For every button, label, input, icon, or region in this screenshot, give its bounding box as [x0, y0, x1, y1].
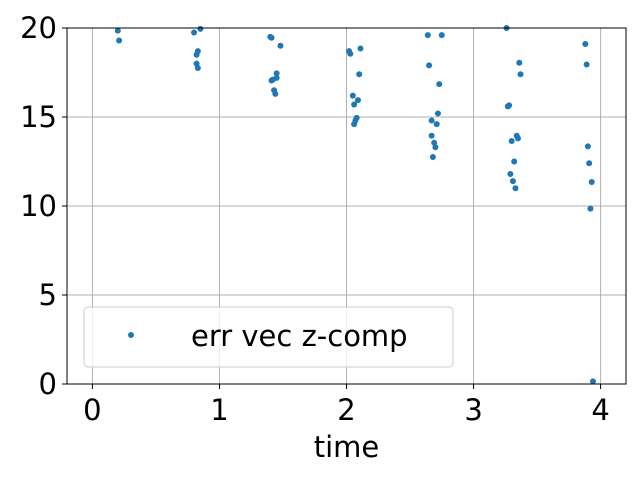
- data-point: [583, 61, 590, 68]
- x-tick-label: 4: [591, 393, 609, 427]
- data-point: [357, 45, 364, 52]
- x-tick-label: 1: [210, 393, 228, 427]
- data-point: [426, 62, 433, 69]
- x-tick-label: 3: [464, 393, 482, 427]
- tick-marks: [62, 27, 602, 389]
- data-point: [194, 48, 201, 55]
- legend-marker: [128, 332, 134, 338]
- legend-box: [83, 306, 454, 368]
- data-point: [197, 25, 204, 32]
- data-point: [509, 178, 516, 185]
- data-point: [517, 71, 524, 78]
- y-tick-label: 5: [39, 278, 57, 312]
- data-point: [424, 32, 431, 39]
- data-point: [507, 170, 514, 177]
- data-point: [356, 71, 363, 78]
- data-point: [434, 110, 441, 117]
- data-point: [433, 121, 440, 128]
- data-point: [511, 158, 518, 165]
- legend-label: err vec z-comp: [191, 319, 408, 353]
- y-tick-label: 10: [20, 189, 57, 223]
- data-point: [428, 117, 435, 124]
- y-tick-labels: 0 5 10 15 20: [20, 11, 57, 401]
- data-point: [273, 74, 280, 81]
- data-point: [588, 178, 595, 185]
- data-point: [584, 143, 591, 150]
- y-tick-label: 0: [39, 367, 57, 401]
- data-point: [191, 29, 198, 36]
- x-tick-label: 2: [337, 393, 355, 427]
- data-point: [353, 114, 360, 121]
- data-point: [116, 37, 123, 44]
- data-point: [428, 132, 435, 139]
- data-point: [587, 205, 594, 212]
- data-point: [516, 59, 523, 66]
- data-point: [347, 50, 354, 57]
- data-point: [272, 90, 279, 97]
- data-point: [429, 154, 436, 161]
- data-point: [114, 27, 121, 34]
- data-point: [515, 135, 522, 142]
- data-point: [586, 160, 593, 167]
- data-point: [277, 42, 284, 49]
- data-point: [508, 138, 515, 145]
- data-point: [273, 70, 280, 77]
- data-points: [114, 25, 596, 385]
- data-point: [194, 65, 201, 72]
- x-axis-label: time: [314, 430, 380, 464]
- data-point: [354, 97, 361, 104]
- data-point: [268, 34, 275, 41]
- y-tick-label: 15: [20, 100, 57, 134]
- x-tick-label: 0: [83, 393, 101, 427]
- y-tick-label: 20: [20, 11, 57, 45]
- data-point: [582, 41, 589, 48]
- data-point: [351, 101, 358, 108]
- data-point: [589, 378, 596, 385]
- data-point: [512, 185, 519, 192]
- data-point: [432, 144, 439, 151]
- data-point: [349, 92, 356, 99]
- x-tick-labels: 0 1 2 3 4: [83, 393, 610, 427]
- data-point: [436, 81, 443, 88]
- data-point: [438, 32, 445, 39]
- legend: err vec z-comp: [83, 306, 454, 368]
- data-point: [506, 102, 513, 109]
